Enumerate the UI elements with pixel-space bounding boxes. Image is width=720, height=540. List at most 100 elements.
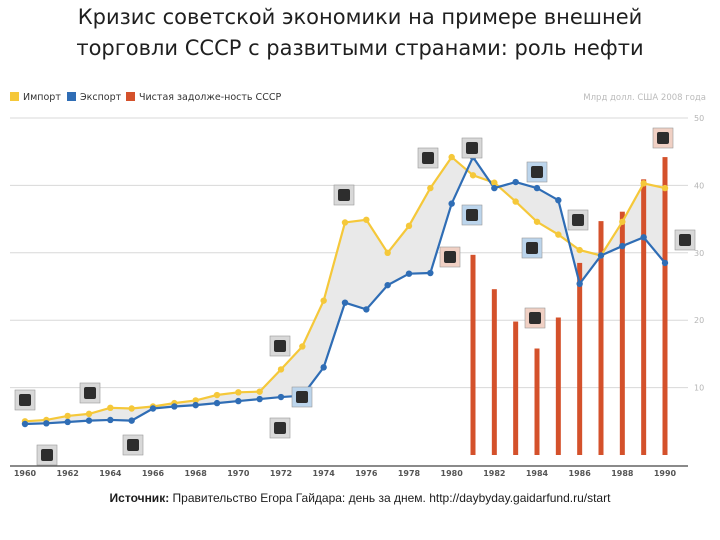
money-up-icon	[524, 307, 546, 329]
money-wheat-icon	[333, 184, 355, 206]
export-point	[128, 417, 135, 424]
import-point	[363, 216, 370, 223]
export-point	[192, 401, 199, 409]
debt-bar	[619, 211, 625, 455]
import-point	[427, 184, 434, 192]
export-point	[640, 234, 647, 241]
x-tick-label: 1972	[270, 469, 292, 478]
source-label: Источник:	[109, 491, 170, 505]
import-point	[85, 410, 93, 418]
export-point	[363, 306, 370, 313]
import-point	[576, 246, 583, 254]
chart-title-line-1: Кризис советской экономики на примере вн…	[77, 5, 643, 29]
import-point	[299, 343, 306, 350]
event-icons	[14, 127, 696, 466]
y-tick-label: 20	[694, 316, 704, 325]
legend-label-import: Импорт	[23, 92, 61, 103]
export-point	[277, 393, 285, 401]
export-point	[149, 405, 157, 412]
debt-bar	[598, 221, 604, 455]
export-point	[491, 184, 498, 192]
people-icon-glyph	[274, 422, 286, 434]
units-label: Млрд долл. США 2008 года	[583, 93, 706, 103]
debt-bar	[470, 254, 476, 455]
import-point	[128, 405, 135, 412]
debt-bar	[491, 289, 497, 455]
import-point	[640, 180, 647, 187]
chart-up-icon	[521, 237, 543, 259]
pie-chart-icon	[461, 204, 483, 226]
x-tick-label: 1986	[569, 469, 592, 478]
chart-up-icon	[291, 386, 313, 408]
export-point	[256, 395, 263, 403]
x-tick-label: 1964	[99, 469, 122, 478]
export-point	[555, 197, 562, 204]
x-axis: 1960 1962 1964 1966 1968 1970 1972 1974 1976 1978…	[10, 465, 688, 478]
import-point	[619, 218, 626, 225]
source-text: Правительство Егора Гайдара: день за дне…	[172, 491, 611, 505]
x-tick-label: 1960	[14, 469, 37, 478]
worker-icon	[36, 444, 58, 466]
y-tick-label: 40	[694, 181, 704, 190]
x-tick-label: 1978	[398, 469, 421, 478]
import-point	[64, 412, 71, 420]
import-point	[448, 153, 455, 161]
document-icon	[674, 229, 696, 251]
export-point	[341, 299, 349, 306]
gridlines: 10 20 30 40 50	[10, 114, 704, 393]
x-tick-label: 1968	[185, 469, 208, 478]
worker-icon-glyph	[41, 449, 53, 461]
money-wheat-icon-glyph	[338, 189, 350, 201]
wheat-icon	[567, 209, 589, 231]
legend-swatch-debt	[126, 92, 135, 101]
pie-chart-icon	[461, 137, 483, 159]
pie-chart-icon-glyph	[466, 142, 478, 154]
import-point	[213, 391, 221, 399]
legend: Импорт Экспорт Чистая задолже-ность СССР…	[10, 92, 706, 103]
debt-bars	[470, 157, 668, 456]
chart-up-icon-glyph	[296, 391, 308, 403]
import-point	[192, 397, 199, 404]
wheat-icon-glyph	[84, 387, 96, 399]
export-point	[213, 399, 221, 407]
export-point	[107, 416, 114, 424]
chart-title-line-2: торговли СССР с развитыми странами: роль…	[76, 36, 644, 60]
import-point	[235, 389, 242, 396]
debt-bar	[641, 179, 647, 456]
legend-swatch-import	[10, 92, 19, 101]
export-point	[597, 252, 605, 259]
debt-bar	[577, 262, 583, 455]
import-point	[277, 366, 285, 373]
x-tick-label: 1970	[227, 469, 250, 478]
worker-icon	[14, 389, 36, 411]
chart-down-icon-glyph	[531, 166, 543, 178]
export-point	[171, 403, 178, 410]
hammer-icon-glyph	[657, 132, 669, 144]
export-point	[661, 259, 669, 267]
export-point	[512, 178, 519, 186]
debt-bar	[555, 317, 561, 455]
coins-icon	[439, 246, 461, 268]
debt-bar	[662, 157, 668, 456]
legend-label-export: Экспорт	[80, 92, 122, 103]
x-tick-label: 1962	[57, 469, 79, 478]
document-icon-glyph	[679, 234, 691, 246]
import-point	[107, 404, 114, 412]
chart-up-icon-glyph	[526, 242, 538, 254]
legend-swatch-export	[67, 92, 76, 101]
import-export-area	[25, 157, 665, 424]
y-tick-label: 50	[694, 114, 704, 123]
x-tick-label: 1988	[611, 469, 634, 478]
wheat-icon-glyph	[274, 340, 286, 352]
x-tick-label: 1974	[313, 469, 336, 478]
import-point	[661, 184, 669, 192]
export-point	[427, 269, 434, 277]
import-point	[469, 172, 477, 179]
worker-icon-glyph	[19, 394, 31, 406]
legend-label-debt: Чистая задолже-ность СССР	[139, 92, 281, 103]
wheat-icon-glyph	[572, 214, 584, 226]
gap-area	[25, 157, 665, 424]
export-point	[405, 270, 413, 277]
import-point	[533, 218, 541, 225]
